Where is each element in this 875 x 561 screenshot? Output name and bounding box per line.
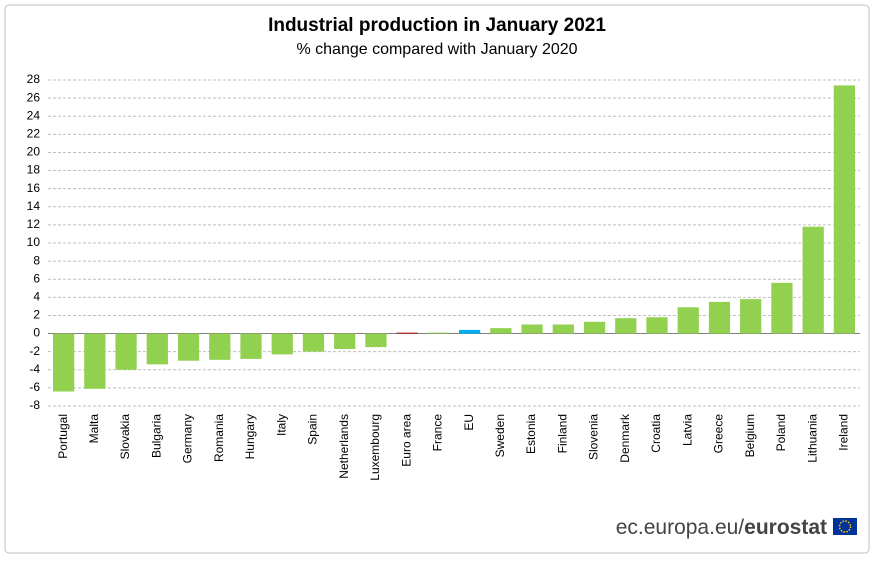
x-tick-label: EU (462, 414, 476, 431)
source-brand: eurostat (744, 516, 827, 539)
bar (802, 226, 824, 334)
bar (396, 332, 418, 334)
source-prefix: ec.europa.eu/ (616, 516, 745, 539)
y-tick-label: 12 (27, 217, 41, 231)
bar (677, 307, 699, 334)
y-tick-label: 22 (27, 127, 41, 141)
x-tick-label: Denmark (618, 413, 632, 463)
bar (615, 318, 637, 334)
bar (833, 85, 856, 334)
source: ec.europa.eu/eurostat (616, 516, 827, 539)
y-tick-label: 16 (27, 181, 41, 195)
x-tick-label: Germany (181, 414, 195, 463)
bar (458, 329, 481, 334)
y-tick-label: 20 (27, 145, 41, 159)
bar (115, 333, 137, 370)
x-tick-label: Malta (87, 414, 101, 444)
x-tick-label: Greece (712, 414, 726, 454)
y-tick-label: 0 (33, 326, 40, 340)
bar (52, 333, 75, 392)
x-tick-label: Finland (555, 414, 569, 453)
bar (646, 317, 668, 334)
y-tick-label: 2 (33, 308, 40, 322)
y-tick-label: 26 (27, 90, 41, 104)
bar (146, 333, 168, 365)
x-tick-label: Italy (274, 414, 288, 436)
x-tick-label: Belgium (743, 414, 757, 457)
bar (240, 333, 262, 359)
bar (365, 333, 387, 348)
y-tick-label: 18 (27, 163, 41, 177)
y-tick-label: 6 (33, 271, 40, 285)
y-tick-label: 24 (27, 108, 41, 122)
bar (552, 324, 574, 334)
x-tick-label: Spain (306, 414, 320, 445)
x-tick-label: Netherlands (337, 414, 351, 479)
x-tick-label: Hungary (243, 414, 257, 459)
bar (209, 333, 231, 360)
bar (490, 328, 512, 334)
y-tick-label: -8 (29, 398, 40, 412)
bar (521, 324, 543, 334)
bar (302, 333, 325, 352)
y-tick-label: -2 (29, 344, 40, 358)
chart-subtitle: % change compared with January 2020 (296, 41, 577, 58)
y-tick-label: -6 (29, 380, 40, 394)
x-tick-label: Latvia (680, 414, 694, 446)
x-tick-label: Euro area (399, 414, 413, 467)
x-tick-label: Luxembourg (368, 414, 382, 481)
chart-title: Industrial production in January 2021 (268, 15, 606, 36)
bar (334, 333, 356, 349)
y-tick-label: 28 (27, 72, 41, 86)
bar (271, 333, 293, 355)
x-tick-label: Lithuania (805, 414, 819, 463)
bar (771, 282, 793, 334)
bar (740, 299, 762, 334)
y-tick-label: 10 (27, 235, 41, 249)
chart-frame (4, 4, 870, 554)
bar (177, 333, 200, 361)
x-tick-label: France (431, 414, 445, 452)
x-tick-label: Romania (212, 414, 226, 462)
x-tick-label: Bulgaria (149, 414, 163, 458)
y-tick-label: 14 (27, 199, 41, 213)
eu-flag (833, 518, 857, 535)
y-tick-label: 8 (33, 253, 40, 267)
x-tick-label: Croatia (649, 414, 663, 453)
x-tick-label: Poland (774, 414, 788, 451)
x-tick-label: Estonia (524, 414, 538, 454)
x-tick-label: Sweden (493, 414, 507, 457)
bar (583, 321, 606, 334)
y-tick-label: 4 (33, 290, 40, 304)
y-tick-label: -4 (29, 362, 40, 376)
x-tick-label: Portugal (56, 414, 70, 459)
x-tick-label: Slovenia (587, 414, 601, 460)
x-tick-label: Slovakia (118, 414, 132, 460)
bar (708, 301, 731, 334)
x-tick-label: Ireland (837, 414, 851, 451)
bar (84, 333, 106, 389)
bar (427, 332, 450, 334)
